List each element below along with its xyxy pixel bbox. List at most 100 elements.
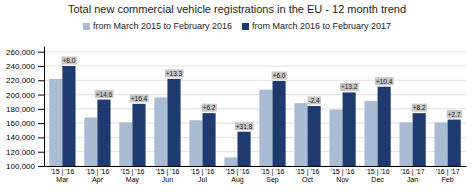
y-tick-label: 100,000 bbox=[6, 162, 35, 171]
x-tick-label-line: '15 | '16 bbox=[261, 168, 285, 176]
x-tick-label: '15 | '16Aug bbox=[226, 168, 250, 184]
y-tick: 220,000 bbox=[6, 76, 44, 85]
y-tick: 120,000 bbox=[6, 148, 44, 157]
bar bbox=[84, 117, 97, 166]
y-tick-mark bbox=[38, 152, 44, 153]
bar bbox=[259, 90, 272, 166]
y-tick-label: 220,000 bbox=[6, 76, 35, 85]
plot: 100,000120,000140,000160,000180,000200,0… bbox=[6, 47, 466, 185]
x-tick-label-line: '15 | '16 bbox=[366, 168, 390, 176]
x-tick-label-line: '16 | '17 bbox=[401, 168, 425, 176]
annotation-label: +10.4 bbox=[376, 78, 393, 85]
x-tick-label-line: Dec bbox=[371, 176, 384, 183]
bar bbox=[49, 79, 62, 166]
bar bbox=[343, 92, 356, 166]
y-tick: 160,000 bbox=[6, 119, 44, 128]
chart: Total new commercial vehicle registratio… bbox=[0, 0, 474, 192]
annotation: +16.4 bbox=[130, 94, 149, 102]
y-tick: 100,000 bbox=[6, 162, 44, 171]
grid-line bbox=[44, 51, 466, 52]
y-tick: 200,000 bbox=[6, 91, 44, 100]
grid-line bbox=[44, 66, 466, 67]
grid bbox=[44, 52, 466, 166]
annotation-bg bbox=[202, 104, 217, 112]
annotation: +8.0 bbox=[62, 57, 77, 65]
bar bbox=[189, 120, 202, 166]
bar bbox=[434, 122, 447, 166]
bars bbox=[49, 66, 460, 166]
x-tick-label-line: Sep bbox=[266, 176, 279, 184]
x-tick-label-line: '15 | '16 bbox=[190, 168, 214, 176]
x-tick: '15 | '16Nov bbox=[331, 166, 355, 183]
y-axis: 100,000120,000140,000160,000180,000200,0… bbox=[6, 47, 44, 172]
y-tick-label: 140,000 bbox=[6, 133, 35, 142]
y-tick-mark bbox=[38, 95, 44, 96]
x-tick: '15 | '16Aug bbox=[226, 166, 250, 184]
y-tick-label: 240,000 bbox=[6, 62, 35, 71]
x-tick-label: '15 | '16Jun bbox=[155, 168, 179, 183]
annotation-bg bbox=[62, 57, 77, 65]
x-tick: '15 | '16Apr bbox=[85, 166, 109, 184]
x-tick-label: '15 | '16May bbox=[120, 168, 144, 184]
x-tick-label-line: '15 | '16 bbox=[226, 168, 250, 176]
annotation-bg bbox=[95, 90, 114, 98]
y-tick: 240,000 bbox=[6, 62, 44, 71]
x-tick: '15 | '16Dec bbox=[366, 166, 390, 183]
annotation: +10.4 bbox=[375, 77, 394, 85]
x-tick-label: '16 | '17Feb bbox=[436, 168, 460, 183]
y-tick: 140,000 bbox=[6, 133, 44, 142]
bar bbox=[224, 157, 237, 166]
x-tick: '15 | '16Mar bbox=[50, 166, 74, 183]
x-tick-label-line: '15 | '16 bbox=[296, 168, 320, 176]
annotation-label: +13.3 bbox=[166, 70, 183, 77]
x-tick-label: '15 | '16Mar bbox=[50, 168, 74, 183]
x-tick-label-line: Jul bbox=[198, 176, 207, 183]
annotation: +13.2 bbox=[340, 83, 359, 91]
x-tick-label: '15 | '16Oct bbox=[296, 168, 320, 183]
y-axis-line bbox=[44, 47, 45, 167]
annotation-label: +6.2 bbox=[203, 104, 216, 111]
annotation-label: +13.2 bbox=[341, 83, 358, 90]
annotation-label: +8.2 bbox=[413, 104, 426, 111]
annotation-label: +14.6 bbox=[96, 91, 113, 98]
bar bbox=[237, 132, 250, 166]
annotation-label: +2.7 bbox=[448, 111, 461, 118]
x-tick: '15 | '16Sep bbox=[261, 166, 285, 184]
y-tick-mark bbox=[38, 109, 44, 110]
annotation: +6.0 bbox=[272, 72, 287, 80]
grid-line bbox=[44, 80, 466, 81]
x-tick-label-line: '15 | '16 bbox=[155, 168, 179, 176]
legend: from March 2015 to February 2016from Mar… bbox=[83, 21, 391, 31]
bar bbox=[119, 122, 132, 166]
bar bbox=[202, 113, 215, 166]
y-tick-label: 120,000 bbox=[6, 148, 35, 157]
x-tick-label-line: Apr bbox=[92, 176, 104, 184]
annotation-bg bbox=[375, 77, 394, 85]
annotation-label: +8.0 bbox=[63, 57, 76, 64]
x-tick-label: '15 | '16Apr bbox=[85, 168, 109, 184]
legend-swatch bbox=[242, 23, 249, 30]
bar bbox=[399, 122, 412, 166]
annotation-label: +6.0 bbox=[273, 72, 286, 79]
x-tick: '15 | '16Oct bbox=[296, 166, 320, 183]
annotation: +6.2 bbox=[202, 104, 217, 112]
bar bbox=[378, 87, 391, 166]
annotation: +2.7 bbox=[447, 110, 462, 118]
annotation: +8.2 bbox=[412, 104, 427, 112]
x-tick-label-line: '15 | '16 bbox=[120, 168, 144, 176]
x-tick-label-line: Nov bbox=[336, 176, 349, 183]
x-tick-label: '15 | '16Jul bbox=[190, 168, 214, 183]
x-tick-label: '15 | '16Nov bbox=[331, 168, 355, 183]
y-tick-label: 260,000 bbox=[6, 48, 35, 57]
annotation: +13.3 bbox=[165, 69, 184, 77]
x-tick-label-line: Jan bbox=[407, 176, 418, 183]
x-tick-label: '15 | '16Sep bbox=[261, 168, 285, 184]
annotation-bg bbox=[235, 122, 254, 130]
legend-item: from March 2015 to February 2016 bbox=[83, 21, 232, 31]
x-tick-label-line: Jun bbox=[162, 176, 173, 183]
annotation-bg bbox=[272, 72, 287, 80]
bar bbox=[132, 104, 145, 166]
x-tick: '15 | '16Jun bbox=[155, 166, 179, 183]
annotation-bg bbox=[165, 69, 184, 77]
x-axis: '15 | '16Mar'15 | '16Apr'15 | '16May'15 … bbox=[45, 166, 467, 184]
